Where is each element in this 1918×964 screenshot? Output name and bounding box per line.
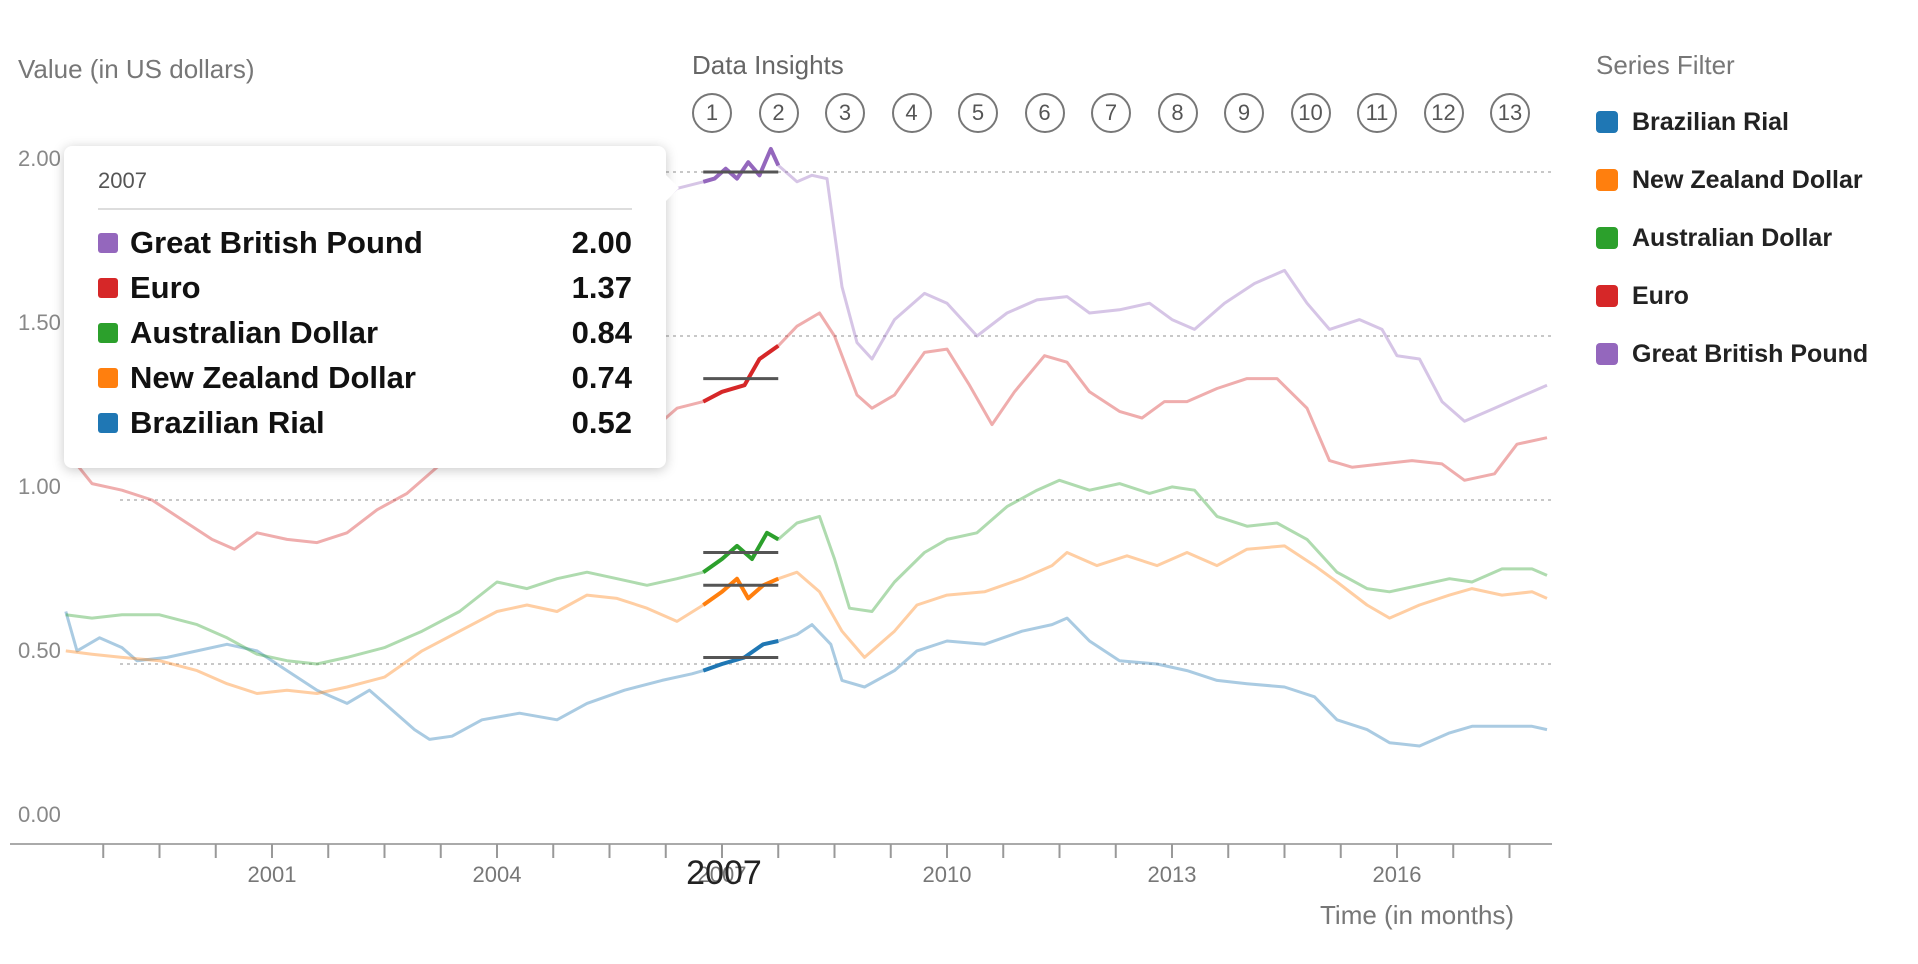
tooltip-title: 2007 <box>98 168 632 210</box>
tooltip-series-value: 0.52 <box>571 404 632 440</box>
insight-button-4[interactable]: 4 <box>891 93 932 133</box>
y-tick-label: 0.00 <box>18 802 61 827</box>
tooltip-series-value: 0.74 <box>571 359 632 395</box>
series-swatch <box>1596 343 1618 365</box>
series-filter-item[interactable]: Euro <box>1596 267 1906 325</box>
tooltip-row: Great British Pound 2.00 <box>98 220 632 265</box>
tooltip-swatch <box>98 322 118 343</box>
tooltip-row: Euro 1.37 <box>98 265 632 310</box>
series-line-highlight <box>702 639 779 673</box>
series-line-highlight <box>702 576 780 607</box>
x-tick-label: 2007 <box>698 862 747 887</box>
insight-button-11[interactable]: 11 <box>1357 93 1397 133</box>
series-line <box>64 311 1548 551</box>
series-filter-label: Great British Pound <box>1632 339 1869 368</box>
tooltip-row: Brazilian Rial 0.52 <box>98 400 632 445</box>
insight-button-12[interactable]: 12 <box>1423 93 1464 133</box>
series-filter-item[interactable]: Australian Dollar <box>1596 209 1906 267</box>
tooltip-row: New Zealand Dollar 0.74 <box>98 355 632 400</box>
series-filter-item[interactable]: Great British Pound <box>1596 325 1906 383</box>
tooltip-series-value: 0.84 <box>571 314 632 350</box>
y-tick-label: 0.50 <box>18 638 61 663</box>
tooltip: 2007 Great British Pound 2.00 Euro 1.37 Aust… <box>64 146 679 468</box>
x-tick-label: 2004 <box>473 862 522 887</box>
x-tick-label: 2001 <box>248 862 297 887</box>
series-filter-label: Brazilian Rial <box>1632 107 1789 136</box>
tooltip-series-name: Great British Pound <box>130 224 423 260</box>
series-filter-list: Brazilian Rial New Zealand Dollar Australi… <box>1596 93 1906 383</box>
series-filter-item[interactable]: Brazilian Rial <box>1596 93 1906 151</box>
tooltip-rows: Great British Pound 2.00 Euro 1.37 Australia… <box>98 220 632 445</box>
insight-button-10[interactable]: 10 <box>1290 93 1331 133</box>
tooltip-series-name: Australian Dollar <box>130 314 379 350</box>
series-swatch <box>1596 169 1618 191</box>
series-line-highlight <box>702 147 781 184</box>
series-swatch <box>1596 227 1618 249</box>
y-axis-ticks: 0.00 0.50 1.00 1.50 2.00 <box>18 146 61 827</box>
series-line <box>65 478 1548 666</box>
series-filter-label: Australian Dollar <box>1632 223 1833 252</box>
series-filter-panel: Series Filter Brazilian Rial New Zealand … <box>1596 50 1906 383</box>
y-tick-label: 2.00 <box>18 146 61 171</box>
insight-button-3[interactable]: 3 <box>825 93 865 133</box>
x-tick-label: 2013 <box>1148 862 1197 887</box>
x-tick-label: 2010 <box>923 862 972 887</box>
series-filter-title: Series Filter <box>1596 50 1735 80</box>
tooltip-series-name: Euro <box>130 269 201 305</box>
data-insights-panel: Data Insights 1 2 3 4 5 6 7 8 9 10 11 12 13 <box>692 50 1552 133</box>
y-tick-label: 1.50 <box>18 310 61 335</box>
series-filter-label: Euro <box>1632 281 1689 310</box>
tooltip-series-name: New Zealand Dollar <box>130 359 416 395</box>
series-filter-label: New Zealand Dollar <box>1632 165 1863 194</box>
tooltip-swatch <box>98 277 118 298</box>
tooltip-swatch <box>98 232 118 253</box>
insight-button-8[interactable]: 8 <box>1157 93 1198 133</box>
tooltip-swatch <box>98 412 118 433</box>
data-insights-title: Data Insights <box>692 50 844 80</box>
tooltip-series-name: Brazilian Rial <box>130 404 325 440</box>
insight-button-5[interactable]: 5 <box>958 93 998 133</box>
tooltip-swatch <box>98 367 118 388</box>
series-line <box>64 611 1548 748</box>
insight-button-13[interactable]: 13 <box>1490 93 1530 133</box>
insight-button-9[interactable]: 9 <box>1224 93 1264 133</box>
x-highlight-label: 2007 <box>686 854 762 892</box>
series-filter-item[interactable]: New Zealand Dollar <box>1596 151 1906 209</box>
insight-button-row: 1 2 3 4 5 6 7 8 9 10 11 12 13 <box>692 93 1552 133</box>
insight-button-1[interactable]: 1 <box>692 93 732 133</box>
reference-markers <box>703 170 779 659</box>
y-axis-title: Value (in US dollars) <box>18 54 255 84</box>
x-tick-label: 2016 <box>1373 862 1422 887</box>
tooltip-series-value: 1.37 <box>571 269 632 305</box>
series-swatch <box>1596 111 1618 133</box>
series-swatch <box>1596 285 1618 307</box>
tooltip-series-value: 2.00 <box>571 224 632 260</box>
series-line <box>646 147 1548 423</box>
y-tick-label: 1.00 <box>18 474 61 499</box>
insight-button-6[interactable]: 6 <box>1024 93 1065 133</box>
series-line-highlight <box>702 344 780 404</box>
insight-button-2[interactable]: 2 <box>758 93 799 133</box>
tooltip-row: Australian Dollar 0.84 <box>98 310 632 355</box>
series-line <box>65 544 1548 695</box>
x-axis-title: Time (in months) <box>1320 900 1515 930</box>
insight-button-7[interactable]: 7 <box>1091 93 1131 133</box>
